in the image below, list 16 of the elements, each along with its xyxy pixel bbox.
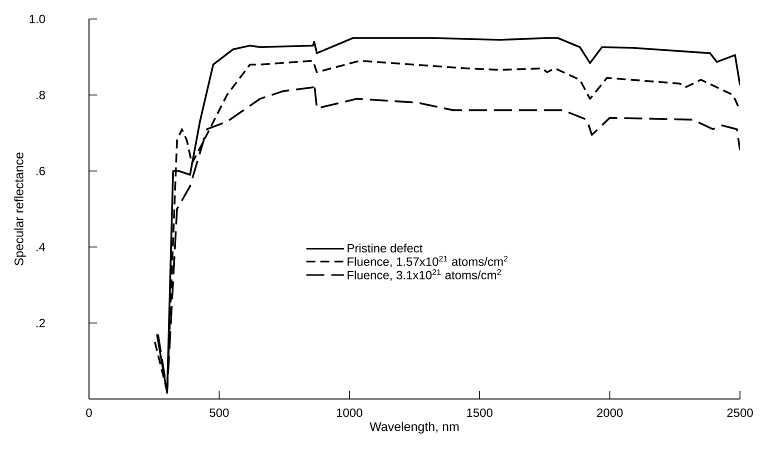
x-tick-label: 2000 <box>597 408 623 418</box>
legend-label: Pristine defect <box>348 244 423 252</box>
x-tick-label: 500 <box>210 408 229 418</box>
legend-label: Fluence, 3.1x10$^{21}$ atoms/cm$^{2}$ <box>348 269 501 281</box>
legend-label: Fluence, 1.57x10$^{21}$ atoms/cm$^{2}$ <box>348 256 508 268</box>
x-tick-label: 1000 <box>336 408 362 418</box>
y-tick-label: .8 <box>36 90 45 100</box>
y-tick-label: .4 <box>36 242 46 252</box>
y-axis-title: Specular reflectance <box>14 152 26 266</box>
y-tick-label: .2 <box>36 318 45 328</box>
x-tick-label: 2500 <box>727 408 753 418</box>
y-tick-label: 1.0 <box>30 14 46 24</box>
x-axis-title: Wavelength, nm <box>370 422 459 434</box>
x-tick-label: 1500 <box>467 408 492 418</box>
y-tick-label: .6 <box>36 166 45 176</box>
x-tick-label: 0 <box>86 408 92 418</box>
